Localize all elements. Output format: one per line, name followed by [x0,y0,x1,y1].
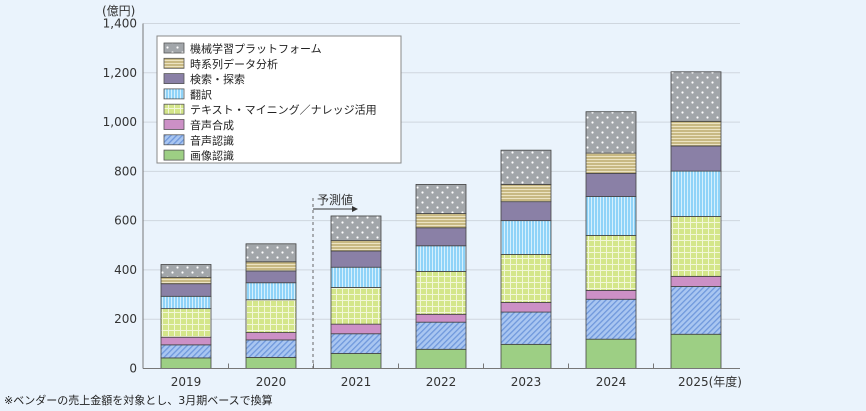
bar-segment [160,336,212,346]
bar-segment [415,184,467,214]
bar-segment [160,264,212,278]
bar-segment [160,308,212,338]
legend-swatch [163,57,185,69]
bar-segment [500,184,552,203]
bar-segment [245,332,297,341]
bar-segment [160,344,212,359]
bar-segment [670,71,722,122]
bar-segment [670,145,722,172]
bar-segment [160,283,212,297]
legend-swatch [163,134,185,146]
bar-segment [330,266,382,288]
y-tick-label: 400 [114,263,137,277]
bar-segment [415,321,467,350]
legend-label: 翻訳 [190,87,212,101]
bar-segment [670,275,722,287]
bar-segment [245,243,297,263]
bar-segment [160,295,212,310]
bar-segment [670,286,722,335]
bar-segment [500,220,552,255]
x-tick-label: 2021 [341,375,372,389]
bar-segment [670,170,722,217]
bar-segment [415,348,467,369]
legend-swatch [163,103,185,115]
bar-segment [245,282,297,301]
bar-segment [585,289,637,300]
bar-segment [415,245,467,272]
y-tick-label: 1,000 [103,115,137,129]
bar-segment [500,201,552,222]
x-tick-label: 2019 [171,375,202,389]
bar-segment [500,254,552,303]
bar-segment [245,261,297,272]
bar-segment [330,353,382,369]
x-tick-label: 2025(年度) [678,374,742,389]
bar-segment [415,227,467,247]
legend-swatch [163,88,185,100]
bar-segment [670,333,722,369]
legend: 機械学習プラットフォーム時系列データ分析検索・探索翻訳テキスト・マイニング／ナレ… [156,35,402,164]
bar-segment [670,216,722,277]
bar-segment [500,311,552,345]
bars [160,71,722,369]
y-tick-label: 0 [129,362,137,376]
bar-segment [585,196,637,236]
bar-segment [330,287,382,325]
bar-segment [585,235,637,291]
bar-segment [330,333,382,354]
y-tick-label: 1,400 [103,17,137,31]
bar-segment [330,215,382,242]
legend-swatch [163,119,185,130]
x-tick-label: 2023 [511,375,542,389]
bar-segment [585,111,637,154]
bar-segment [245,299,297,333]
bar-segment [160,276,212,285]
legend-label: 音声合成 [190,118,234,132]
bar-segment [585,338,637,369]
axes: 0 200 400 600 800 1,000 1,200 1,400 2019 2020 2021… [103,17,742,390]
x-tick-label: 2020 [256,375,287,389]
bar-segment [415,271,467,315]
x-tick-label: 2022 [426,375,457,389]
bar-segment [500,343,552,369]
legend-swatch [163,42,185,54]
footnote: ※ベンダーの売上金額を対象とし、3月期ベースで換算 [4,393,273,407]
y-tick-label: 1,200 [103,66,137,80]
legend-label: 時系列データ分析 [190,57,278,71]
legend-label: 検索・探索 [190,72,245,86]
bar-segment [500,149,552,185]
x-tick-label: 2024 [596,375,627,389]
legend-label: 音声認識 [190,133,234,147]
y-tick-label: 600 [114,214,137,228]
bar-segment [245,270,297,284]
forecast-label: 予測値 [317,192,353,207]
forecast-marker: 予測値 [312,192,358,369]
legend-box [156,35,402,164]
bar-segment [670,120,722,147]
y-tick-label: 200 [114,312,137,326]
legend-label: 画像認識 [190,149,234,163]
bar-segment [160,357,212,369]
bar-segment [245,357,297,369]
legend-label: 機械学習プラットフォーム [190,42,322,56]
bar-segment [245,339,297,358]
bar-segment [330,250,382,268]
y-axis-unit: (億円) [102,4,135,18]
legend-swatch [163,149,185,161]
legend-label: テキスト・マイニング／ナレッジ活用 [190,103,377,117]
bar-segment [585,152,637,174]
bar-segment [585,172,637,197]
y-tick-label: 800 [114,164,137,178]
legend-swatch [163,73,185,84]
bar-segment [330,323,382,335]
bar-segment [500,302,552,313]
bar-segment [415,213,467,229]
bar-segment [415,313,467,323]
bar-segment [330,240,382,252]
bar-segment [585,298,637,340]
